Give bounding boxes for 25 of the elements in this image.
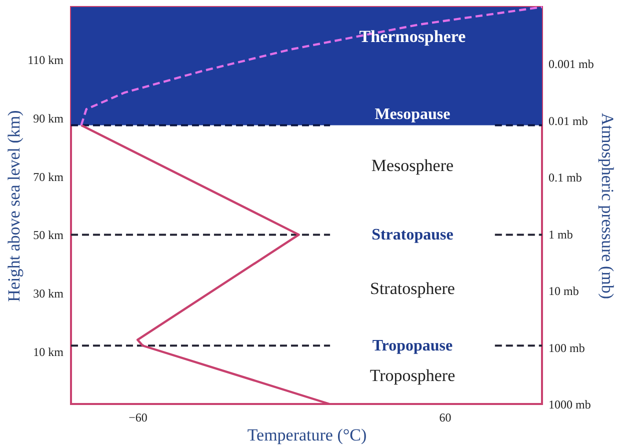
ref-line-label: Stratopause — [372, 226, 454, 244]
ref-line-label: Mesopause — [374, 106, 450, 124]
x-axis-title: Temperature (°C) — [247, 426, 367, 444]
y-tick-label: 90 km — [33, 111, 64, 126]
y2-tick-label: 100 mb — [548, 340, 585, 355]
y-tick-label: 30 km — [33, 286, 64, 301]
ref-line-label: Tropopause — [372, 338, 453, 355]
y2-tick-label: 10 mb — [548, 284, 579, 298]
y-tick-label: 110 km — [28, 53, 64, 68]
y2-tick-label: 0.001 mb — [548, 57, 594, 72]
annotation: Troposphere — [370, 366, 456, 386]
annotation: Stratosphere — [370, 278, 455, 298]
x-tick-label: 60 — [439, 410, 452, 424]
x-tick-label: −60 — [128, 410, 148, 424]
y2-tick-label: 1000 mb — [548, 398, 591, 412]
y-tick-label: 50 km — [33, 228, 64, 242]
y2-tick-label: 1 mb — [548, 227, 573, 242]
y-axis-title: Height above sea level (km) — [4, 110, 24, 302]
y-tick-label: 10 km — [33, 344, 64, 359]
y2-axis-title: Atmospheric pressure (mb) — [598, 112, 617, 300]
y2-tick-label: 0.01 mb — [548, 114, 588, 128]
annotation: Mesosphere — [371, 156, 454, 175]
y-tick-label: 70 km — [33, 170, 64, 184]
y2-tick-label: 0.1 mb — [548, 170, 582, 185]
annotation: Thermosphere — [359, 26, 466, 46]
